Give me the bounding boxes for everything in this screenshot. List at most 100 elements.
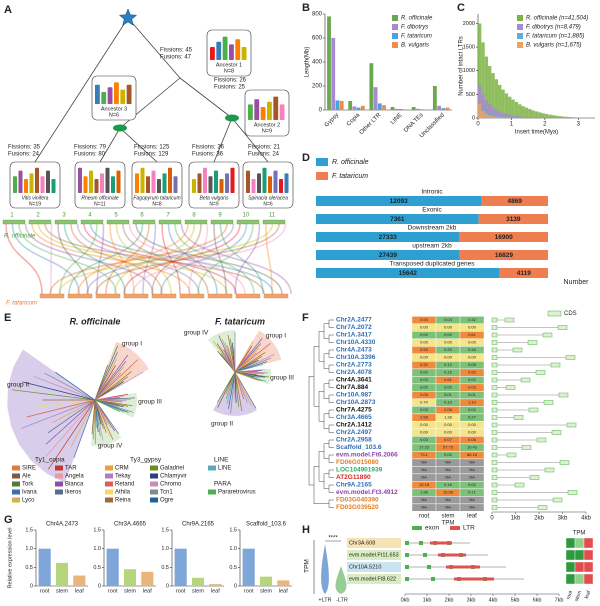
heatmap-cell: [459, 398, 485, 407]
synteny-link: [96, 223, 105, 295]
synteny-block: [179, 293, 205, 299]
synteny-link: [135, 223, 283, 295]
gene-label: Chr2A.2477: [336, 317, 372, 324]
tree-branch: [94, 358, 118, 401]
heatmap-title: TPM: [573, 531, 586, 537]
position-label: 6: [140, 213, 144, 219]
histogram-bar: [498, 84, 502, 118]
legend-label: Lyco: [22, 498, 35, 504]
cds-block: [567, 490, 578, 495]
panel-label: A: [4, 4, 12, 16]
heatmap-value: 0.00: [468, 355, 477, 360]
heatmap-value: 0.32: [420, 362, 429, 367]
chromosome: [107, 87, 113, 104]
histogram-bar: [488, 115, 492, 118]
y-axis-label: Number of intact LTRs: [459, 36, 465, 96]
bar: [209, 584, 222, 586]
histogram-bar: [504, 116, 509, 118]
x-tick-label: Other LTR: [359, 112, 383, 136]
gene-label: evm.model.Ft8.622: [349, 576, 396, 582]
chromosome: [279, 179, 283, 193]
bar: [123, 569, 137, 586]
y-tick-label: 800: [312, 12, 323, 18]
gene-label: Scaffold_103.6: [336, 444, 382, 451]
tree-branch: [94, 365, 136, 401]
heatmap-value: NA: [421, 475, 427, 480]
heatmap-cell: [565, 561, 576, 573]
y-tick-label: 600: [312, 36, 323, 42]
chromosome: [268, 176, 272, 193]
heatmap-title: TPM: [442, 521, 455, 527]
chromosome: [168, 167, 172, 193]
position-label: 10: [243, 213, 250, 219]
synteny-link: [68, 223, 144, 295]
cds-block: [491, 332, 498, 338]
gene-label: Chr1A.3417: [336, 332, 372, 339]
heatmap-cell: [459, 376, 485, 384]
bar-segment: [316, 232, 460, 242]
x-tick-label: leaf: [279, 588, 288, 594]
legend-label: Tekay: [115, 474, 131, 480]
tree-branch: [234, 354, 275, 373]
histogram-bar: [498, 117, 502, 118]
bar: [352, 106, 357, 110]
chromosome: [229, 44, 234, 60]
heatmap-value: 0.00: [444, 325, 453, 330]
heatmap-value: 0.02: [468, 407, 477, 412]
chromosome: [241, 47, 247, 60]
chromosome: [284, 173, 289, 193]
histogram-bar: [514, 117, 519, 118]
histogram-bar: [478, 103, 482, 118]
cds-block: [552, 497, 563, 503]
tree-branch: [228, 371, 236, 409]
synteny-link: [57, 223, 89, 295]
clade-wedge: [95, 341, 149, 400]
heatmap-value: 0.00: [420, 325, 429, 330]
chromosome: [151, 170, 156, 193]
cds-block: [491, 377, 498, 383]
cds-block: [551, 430, 562, 435]
synteny-block: [184, 219, 208, 225]
y-tick-label: 0: [30, 583, 33, 589]
histogram-bar: [551, 115, 555, 118]
heatmap-cell: [459, 353, 485, 362]
gene-label: Chr10A.3396: [336, 354, 376, 361]
legend-label: Bianca: [65, 482, 84, 488]
gene-label-box: [347, 538, 401, 548]
tree-branch: [45, 399, 96, 457]
scale-label: 0kb: [401, 597, 410, 603]
x-tick-label: Copia: [346, 112, 362, 128]
legend-swatch: [55, 465, 63, 471]
chromosome: [219, 179, 224, 193]
chromosome: [248, 104, 253, 120]
heatmap-value: 0.00: [420, 422, 429, 427]
heatmap-value: 0.27: [468, 415, 477, 420]
chromosome: [146, 176, 150, 193]
clade-wedge: [213, 372, 257, 416]
legend-label: Reina: [115, 498, 131, 504]
synteny-block: [106, 219, 130, 225]
fusion-count: Fusions: 24: [8, 152, 40, 158]
heatmap-cell: [565, 537, 576, 549]
heatmap-value: 0.00: [420, 355, 429, 360]
group-label: group II: [7, 382, 29, 389]
synteny-link: [59, 223, 98, 295]
legend-swatch: [316, 172, 328, 180]
chromosome: [105, 167, 110, 193]
tissue-label: stem: [574, 590, 583, 602]
y-tick-label: 1.5: [229, 527, 237, 533]
heatmap-cell: [583, 561, 594, 573]
bar: [432, 86, 437, 110]
heatmap-value: 0.16: [444, 370, 453, 375]
position-label: 1: [10, 213, 14, 219]
group-label: group I: [266, 333, 286, 340]
histogram-bar: [488, 103, 492, 118]
legend-label: Pararetrovirus: [218, 490, 256, 496]
ancestor-name: Ancestor 2: [254, 122, 280, 128]
synteny-link: [219, 223, 264, 295]
heatmap-value: 0.00: [444, 430, 453, 435]
synteny-link: [70, 223, 163, 295]
legend-swatch: [150, 481, 158, 487]
chromosome: [210, 47, 215, 60]
heatmap-value: 0.93: [420, 347, 429, 352]
